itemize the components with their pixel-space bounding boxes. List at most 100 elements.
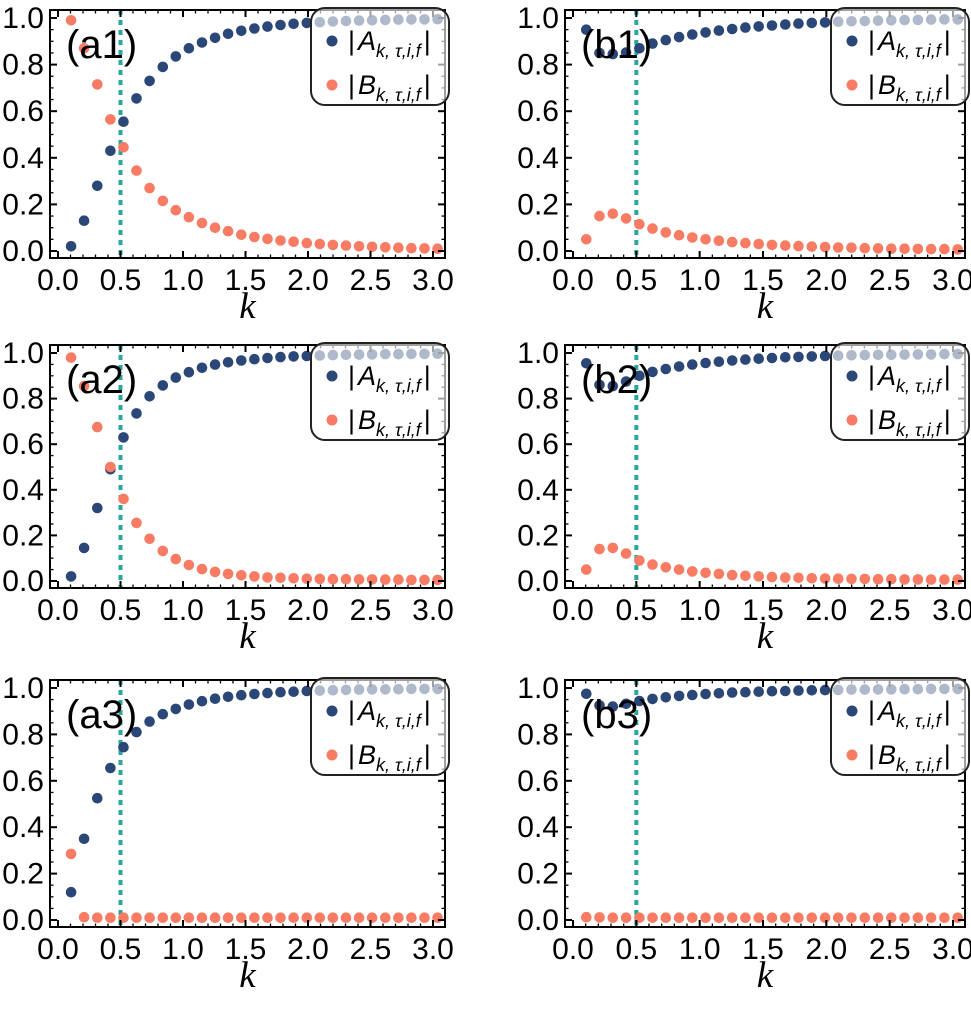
- legend-entry-B: | Bk, τ,i,f |: [326, 740, 431, 775]
- legend: | Ak, τ,i,f | | Bk, τ,i,f |: [830, 342, 970, 441]
- legend-marker-B: [326, 79, 338, 91]
- panel-a2: 0.0 0.5 1.0 1.5 2.0 2.5 3.0 0.0 0.2 0.4 0.6 0.8 1.0 (…: [2, 337, 454, 657]
- x-axis-label: k: [239, 616, 256, 657]
- legend-marker-B: [846, 79, 858, 91]
- panel-label: (a2): [66, 358, 137, 402]
- svg-text:1.0: 1.0: [162, 264, 204, 297]
- svg-text:0.8: 0.8: [2, 383, 44, 416]
- series-B-points: [581, 208, 963, 255]
- svg-text:0.0: 0.0: [2, 565, 44, 598]
- x-tick-labels: 0.0 0.5 1.0 1.5 2.0 2.5 3.0: [552, 933, 971, 966]
- svg-text:1.5: 1.5: [742, 264, 784, 297]
- svg-text:3.0: 3.0: [932, 264, 971, 297]
- series-B-points: [581, 911, 963, 923]
- legend-marker-B: [326, 414, 338, 426]
- svg-text:0.0: 0.0: [2, 904, 44, 937]
- svg-text:1.0: 1.0: [162, 933, 204, 966]
- svg-text:0.8: 0.8: [517, 718, 559, 751]
- svg-text:0.4: 0.4: [517, 142, 559, 175]
- svg-text:0.0: 0.0: [517, 235, 559, 268]
- svg-text:1.0: 1.0: [517, 672, 559, 705]
- legend-entry-A: | Ak, τ,i,f |: [846, 361, 951, 396]
- y-tick-labels: 0.0 0.2 0.4 0.6 0.8 1.0: [517, 672, 559, 937]
- svg-text:0.2: 0.2: [517, 858, 559, 891]
- legend-box: [830, 7, 970, 106]
- panel-label: (a3): [66, 693, 137, 737]
- legend-label-B: | Bk, τ,i,f |: [868, 405, 951, 440]
- legend-box: [830, 677, 970, 776]
- legend-entry-B: | Bk, τ,i,f |: [326, 405, 431, 440]
- svg-text:1.5: 1.5: [742, 933, 784, 966]
- svg-text:3.0: 3.0: [932, 933, 971, 966]
- svg-text:1.0: 1.0: [679, 933, 721, 966]
- svg-text:0.5: 0.5: [100, 264, 142, 297]
- svg-text:1.0: 1.0: [517, 2, 559, 35]
- x-axis-label: k: [757, 616, 774, 657]
- svg-text:0.6: 0.6: [517, 95, 559, 128]
- svg-text:0.0: 0.0: [552, 933, 594, 966]
- legend-entry-A: | Ak, τ,i,f |: [846, 26, 951, 61]
- legend-box: [310, 677, 450, 776]
- svg-text:0.4: 0.4: [2, 811, 44, 844]
- legend-box: [310, 7, 450, 106]
- legend-entry-B: | Bk, τ,i,f |: [846, 405, 951, 440]
- x-axis-label: k: [757, 955, 774, 996]
- legend-label-B: | Bk, τ,i,f |: [348, 70, 431, 105]
- svg-text:0.4: 0.4: [2, 142, 44, 175]
- svg-text:3.0: 3.0: [412, 264, 454, 297]
- svg-text:0.8: 0.8: [2, 49, 44, 82]
- svg-text:2.0: 2.0: [287, 594, 329, 627]
- svg-text:1.5: 1.5: [225, 264, 267, 297]
- svg-text:2.5: 2.5: [350, 264, 392, 297]
- legend-label-A: | Ak, τ,i,f |: [868, 696, 951, 731]
- legend-marker-A: [326, 705, 338, 717]
- x-tick-labels: 0.0 0.5 1.0 1.5 2.0 2.5 3.0: [37, 933, 454, 966]
- svg-text:2.0: 2.0: [287, 264, 329, 297]
- x-axis-label: k: [239, 286, 256, 327]
- svg-text:0.4: 0.4: [2, 474, 44, 507]
- svg-text:0.5: 0.5: [100, 933, 142, 966]
- x-axis-label: k: [757, 286, 774, 327]
- svg-text:1.0: 1.0: [2, 337, 44, 370]
- svg-text:3.0: 3.0: [412, 933, 454, 966]
- svg-text:1.0: 1.0: [2, 2, 44, 35]
- legend-entry-B: | Bk, τ,i,f |: [846, 740, 951, 775]
- svg-text:0.0: 0.0: [517, 904, 559, 937]
- svg-text:1.0: 1.0: [517, 337, 559, 370]
- legend: | Ak, τ,i,f | | Bk, τ,i,f |: [310, 7, 450, 106]
- svg-text:2.5: 2.5: [869, 933, 911, 966]
- svg-text:0.5: 0.5: [615, 264, 657, 297]
- legend-marker-B: [326, 749, 338, 761]
- svg-text:2.0: 2.0: [805, 933, 847, 966]
- svg-text:2.5: 2.5: [350, 594, 392, 627]
- legend-label-B: | Bk, τ,i,f |: [868, 70, 951, 105]
- y-tick-labels: 0.0 0.2 0.4 0.6 0.8 1.0: [517, 2, 559, 268]
- panel-a1: 0.0 0.5 1.0 1.5 2.0 2.5 3.0 0.0 0.2 0.4 0.6 0.8 1.0 (…: [2, 2, 454, 327]
- legend-entry-A: | Ak, τ,i,f |: [326, 696, 431, 731]
- legend-entry-A: | Ak, τ,i,f |: [326, 26, 431, 61]
- svg-text:1.5: 1.5: [225, 594, 267, 627]
- legend-label-B: | Bk, τ,i,f |: [868, 740, 951, 775]
- x-tick-labels: 0.0 0.5 1.0 1.5 2.0 2.5 3.0: [552, 264, 971, 297]
- svg-text:0.5: 0.5: [615, 594, 657, 627]
- svg-text:0.6: 0.6: [517, 428, 559, 461]
- legend-marker-A: [846, 705, 858, 717]
- svg-text:0.8: 0.8: [517, 49, 559, 82]
- panel-label: (a1): [66, 23, 137, 67]
- legend-entry-A: | Ak, τ,i,f |: [846, 696, 951, 731]
- svg-text:2.0: 2.0: [805, 594, 847, 627]
- legend-marker-A: [846, 370, 858, 382]
- legend: | Ak, τ,i,f | | Bk, τ,i,f |: [830, 7, 970, 106]
- svg-text:0.6: 0.6: [2, 765, 44, 798]
- svg-text:0.5: 0.5: [615, 933, 657, 966]
- svg-text:0.2: 0.2: [2, 519, 44, 552]
- legend: | Ak, τ,i,f | | Bk, τ,i,f |: [310, 342, 450, 441]
- svg-text:0.2: 0.2: [517, 188, 559, 221]
- svg-text:0.4: 0.4: [517, 474, 559, 507]
- panel-label: (b3): [581, 693, 652, 737]
- svg-text:1.0: 1.0: [679, 264, 721, 297]
- svg-text:0.6: 0.6: [517, 765, 559, 798]
- svg-text:2.0: 2.0: [287, 933, 329, 966]
- legend-marker-A: [326, 370, 338, 382]
